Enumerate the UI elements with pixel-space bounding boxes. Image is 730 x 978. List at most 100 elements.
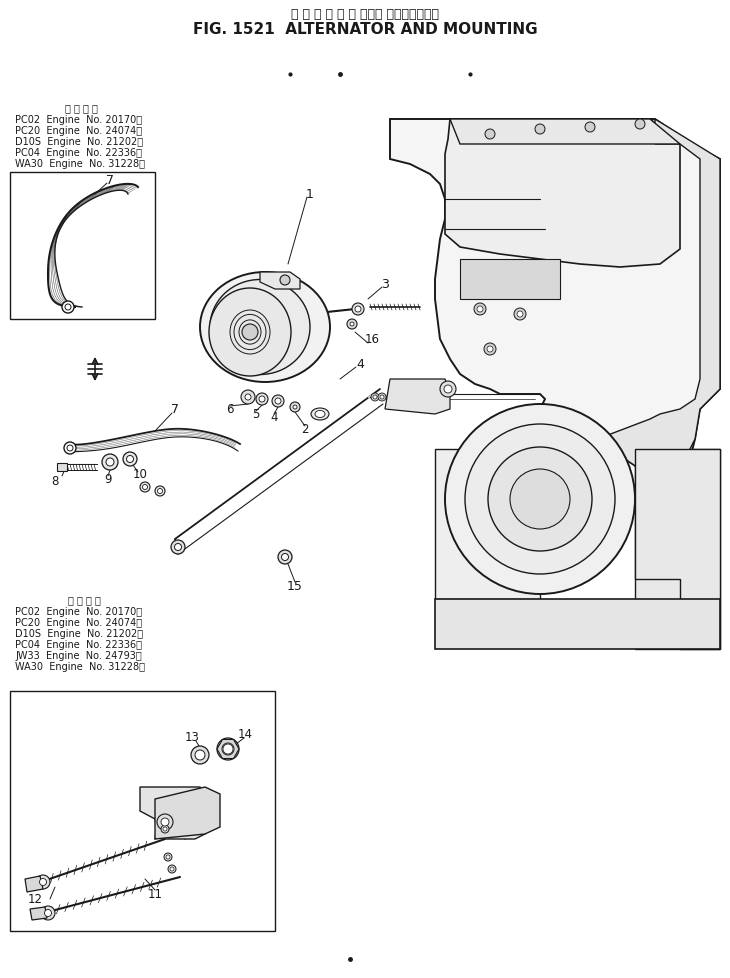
Circle shape <box>164 853 172 861</box>
Polygon shape <box>57 464 67 471</box>
Text: 10: 10 <box>133 468 147 481</box>
Circle shape <box>242 325 258 340</box>
Circle shape <box>514 309 526 321</box>
Circle shape <box>488 448 592 552</box>
Circle shape <box>355 307 361 313</box>
Text: 4: 4 <box>356 358 364 371</box>
Ellipse shape <box>200 273 330 382</box>
Circle shape <box>350 323 354 327</box>
Circle shape <box>259 397 265 403</box>
Circle shape <box>373 395 377 400</box>
Text: 14: 14 <box>237 728 253 740</box>
Circle shape <box>191 746 209 764</box>
Circle shape <box>241 390 255 405</box>
Circle shape <box>157 814 173 830</box>
Polygon shape <box>445 120 680 268</box>
Circle shape <box>275 399 281 405</box>
Circle shape <box>45 910 52 916</box>
Circle shape <box>280 276 290 286</box>
Circle shape <box>474 304 486 316</box>
Circle shape <box>223 744 233 754</box>
Text: 8: 8 <box>51 475 58 488</box>
Ellipse shape <box>209 289 291 377</box>
Circle shape <box>174 544 182 551</box>
Polygon shape <box>140 787 205 839</box>
Text: 適 用 号 機: 適 用 号 機 <box>68 595 101 604</box>
Circle shape <box>106 459 114 467</box>
Text: PC04  Engine  No. 22336〜: PC04 Engine No. 22336〜 <box>15 640 142 649</box>
Circle shape <box>161 819 169 826</box>
Polygon shape <box>435 600 720 649</box>
Circle shape <box>465 424 615 574</box>
Text: D10S  Engine  No. 21202〜: D10S Engine No. 21202〜 <box>15 628 143 639</box>
Circle shape <box>272 395 284 408</box>
Text: 16: 16 <box>364 333 380 346</box>
Circle shape <box>517 312 523 318</box>
Circle shape <box>635 120 645 130</box>
Polygon shape <box>155 787 220 839</box>
Circle shape <box>140 482 150 493</box>
Circle shape <box>62 301 74 314</box>
Polygon shape <box>25 876 43 892</box>
Circle shape <box>65 305 71 311</box>
Text: 1: 1 <box>306 189 314 201</box>
Circle shape <box>290 403 300 413</box>
Polygon shape <box>545 120 720 474</box>
Text: 9: 9 <box>104 473 112 486</box>
Circle shape <box>170 867 174 871</box>
Circle shape <box>217 738 239 760</box>
Text: PC02  Engine  No. 20170〜: PC02 Engine No. 20170〜 <box>15 606 142 616</box>
Text: WA30  Engine  No. 31228〜: WA30 Engine No. 31228〜 <box>15 661 145 671</box>
Circle shape <box>158 489 163 494</box>
Circle shape <box>102 455 118 470</box>
Circle shape <box>485 130 495 140</box>
Circle shape <box>36 875 50 889</box>
Text: WA30  Engine  No. 31228〜: WA30 Engine No. 31228〜 <box>15 158 145 169</box>
Text: 12: 12 <box>28 893 42 906</box>
Circle shape <box>535 125 545 135</box>
Circle shape <box>440 381 456 398</box>
Circle shape <box>161 825 169 833</box>
Circle shape <box>371 393 379 402</box>
Text: 13: 13 <box>185 731 199 743</box>
Circle shape <box>67 446 73 452</box>
Ellipse shape <box>210 281 310 376</box>
Circle shape <box>64 443 76 455</box>
Text: PC04  Engine  No. 22336〜: PC04 Engine No. 22336〜 <box>15 148 142 157</box>
Circle shape <box>445 405 635 595</box>
Polygon shape <box>635 450 720 649</box>
Circle shape <box>195 750 205 760</box>
Circle shape <box>282 554 288 561</box>
Circle shape <box>380 395 384 400</box>
Circle shape <box>378 393 386 402</box>
Circle shape <box>585 123 595 133</box>
Text: 15: 15 <box>287 580 303 593</box>
Ellipse shape <box>315 411 325 418</box>
Text: 3: 3 <box>381 278 389 291</box>
Text: 5: 5 <box>253 408 260 422</box>
Circle shape <box>171 541 185 555</box>
Polygon shape <box>450 120 680 145</box>
Polygon shape <box>385 379 450 415</box>
Text: PC20  Engine  No. 24074〜: PC20 Engine No. 24074〜 <box>15 617 142 627</box>
Circle shape <box>168 866 176 873</box>
Ellipse shape <box>311 409 329 421</box>
Polygon shape <box>435 450 540 600</box>
Circle shape <box>477 307 483 313</box>
Text: 7: 7 <box>106 174 114 188</box>
Text: 適 用 号 機: 適 用 号 機 <box>65 103 98 112</box>
Circle shape <box>222 743 234 755</box>
Circle shape <box>484 343 496 356</box>
Polygon shape <box>635 450 720 649</box>
Circle shape <box>163 827 167 831</box>
Text: 7: 7 <box>171 403 179 416</box>
Polygon shape <box>260 273 300 289</box>
Text: D10S  Engine  No. 21202〜: D10S Engine No. 21202〜 <box>15 137 143 147</box>
Text: PC02  Engine  No. 20170〜: PC02 Engine No. 20170〜 <box>15 114 142 125</box>
Text: 4: 4 <box>270 411 277 424</box>
Circle shape <box>510 469 570 529</box>
Polygon shape <box>10 691 275 931</box>
Circle shape <box>293 406 297 410</box>
Polygon shape <box>390 120 720 474</box>
Text: 6: 6 <box>226 403 234 416</box>
